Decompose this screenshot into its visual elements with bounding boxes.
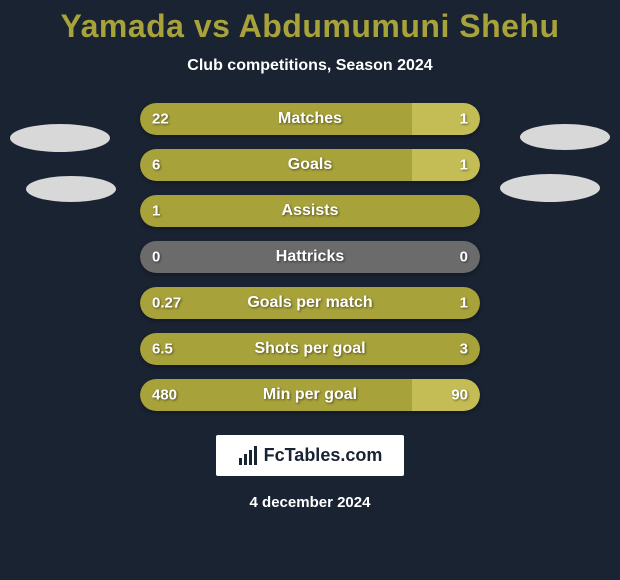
stat-bar: 0 0 Hattricks: [140, 241, 480, 273]
stat-bar: 6.5 3 Shots per goal: [140, 333, 480, 365]
stat-bar: 480 90 Min per goal: [140, 379, 480, 411]
stat-value-left: 0: [152, 249, 160, 266]
chart-icon: [238, 446, 258, 466]
stat-bar: 1 Assists: [140, 195, 480, 227]
bar-segment-left: [140, 149, 412, 181]
stat-row: 0.27 1 Goals per match: [10, 287, 610, 319]
stat-row: 0 0 Hattricks: [10, 241, 610, 273]
stat-value-left: 6.5: [152, 341, 173, 358]
stat-row: 6.5 3 Shots per goal: [10, 333, 610, 365]
stat-value-right: 0: [460, 249, 468, 266]
stat-value-left: 480: [152, 387, 177, 404]
stats-chart: 22 1 Matches 6 1 Goals 1 Assists 0 0 Hattricks 0.27…: [0, 103, 620, 411]
stat-bar: 0.27 1 Goals per match: [140, 287, 480, 319]
stat-label: Min per goal: [263, 386, 357, 404]
date-text: 4 december 2024: [250, 494, 371, 511]
stat-bar: 6 1 Goals: [140, 149, 480, 181]
stat-label: Shots per goal: [254, 340, 365, 358]
stat-value-left: 22: [152, 111, 169, 128]
stat-value-right: 1: [460, 111, 468, 128]
stat-row: 1 Assists: [10, 195, 610, 227]
stat-value-right: 3: [460, 341, 468, 358]
stat-value-right: 1: [460, 157, 468, 174]
stat-value-right: 1: [460, 295, 468, 312]
stat-label: Matches: [278, 110, 342, 128]
bar-segment-right: [412, 149, 480, 181]
stat-value-left: 1: [152, 203, 160, 220]
footer-brand-text: FcTables.com: [264, 445, 383, 466]
footer-brand-box: FcTables.com: [216, 435, 405, 476]
main-container: Yamada vs Abdumumuni Shehu Club competit…: [0, 0, 620, 580]
stat-row: 6 1 Goals: [10, 149, 610, 181]
page-title: Yamada vs Abdumumuni Shehu: [60, 8, 559, 45]
stat-label: Goals: [288, 156, 332, 174]
stat-label: Assists: [282, 202, 339, 220]
stat-label: Hattricks: [276, 248, 344, 266]
stat-row: 22 1 Matches: [10, 103, 610, 135]
stat-bar: 22 1 Matches: [140, 103, 480, 135]
stat-value-left: 6: [152, 157, 160, 174]
stat-row: 480 90 Min per goal: [10, 379, 610, 411]
bar-segment-right: [412, 103, 480, 135]
stat-value-left: 0.27: [152, 295, 181, 312]
stat-value-right: 90: [451, 387, 468, 404]
bar-segment-left: [140, 103, 412, 135]
stat-label: Goals per match: [247, 294, 372, 312]
bar-segment-right: [412, 379, 480, 411]
page-subtitle: Club competitions, Season 2024: [187, 57, 432, 75]
